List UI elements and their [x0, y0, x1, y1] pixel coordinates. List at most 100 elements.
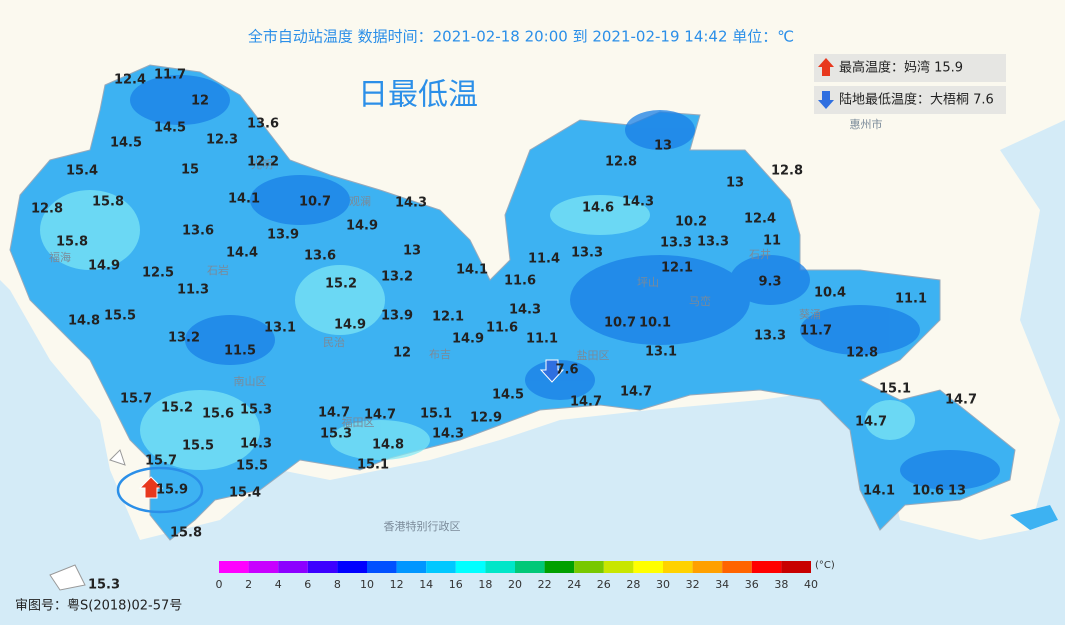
station-value: 15.8	[56, 235, 88, 250]
colorbar-swatch	[278, 561, 308, 573]
colorbar-label: 8	[334, 578, 341, 591]
colorbar-label: 34	[715, 578, 729, 591]
place-label: 南山区	[234, 375, 267, 388]
shenzhen-region	[9, 64, 1016, 541]
station-value: 11.7	[800, 324, 832, 339]
legend-min-text: 陆地最低温度：大梧桐 7.6	[839, 92, 994, 108]
station-value: 12	[191, 94, 209, 109]
station-value: 13.6	[247, 117, 279, 132]
station-value: 14.5	[110, 136, 142, 151]
colorbar-label: 4	[275, 578, 282, 591]
station-value: 15.8	[170, 526, 202, 541]
colorbar-swatch	[367, 561, 397, 573]
station-value: 11.6	[486, 321, 518, 336]
colorbar-swatch	[515, 561, 545, 573]
colorbar-swatch	[663, 561, 693, 573]
station-value: 13.9	[381, 309, 413, 324]
station-value: 11.3	[177, 283, 209, 298]
station-value: 11.6	[504, 274, 536, 289]
station-value: 12.8	[771, 164, 803, 179]
sea	[0, 120, 1065, 625]
colorbar-swatch	[426, 561, 456, 573]
station-value: 15.2	[325, 277, 357, 292]
colorbar-label: 10	[360, 578, 374, 591]
colorbar-swatch	[603, 561, 634, 573]
station-value: 15.3	[240, 403, 272, 418]
station-value: 15.8	[92, 195, 124, 210]
station-value: 11.1	[526, 332, 558, 347]
legend-min-icon	[818, 91, 834, 109]
colorbar-swatch	[544, 561, 575, 573]
station-value: 11.1	[895, 292, 927, 307]
station-value: 13	[403, 244, 421, 259]
station-value: 14.3	[240, 437, 272, 452]
station-value: 12.2	[247, 155, 279, 170]
station-value: 13.2	[168, 331, 200, 346]
warm-patches	[40, 190, 915, 470]
colorbar-swatch	[574, 561, 604, 573]
station-value: 14.9	[88, 259, 120, 274]
place-label: 盐田区	[577, 349, 610, 362]
colorbar-swatch	[692, 561, 723, 573]
station-value: 11.4	[528, 252, 560, 267]
station-value: 14.7	[855, 415, 887, 430]
colorbar-label: 18	[478, 578, 492, 591]
station-value: 11.5	[224, 344, 256, 359]
place-label: 葵涌	[799, 308, 821, 321]
station-value: 14.7	[620, 385, 652, 400]
colorbar-swatch	[396, 561, 427, 573]
colorbar-label: 20	[508, 578, 522, 591]
station-value: 14.7	[945, 393, 977, 408]
place-label: 香港特别行政区	[384, 519, 461, 533]
station-value: 14.4	[226, 246, 258, 261]
station-value: 15.5	[104, 309, 136, 324]
station-value: 14.3	[432, 427, 464, 442]
colorbar-swatch	[722, 561, 752, 573]
station-value: 10.1	[639, 316, 671, 331]
station-value: 12.8	[605, 155, 637, 170]
colorbar-label: 38	[774, 578, 788, 591]
station-value: 13	[948, 484, 966, 499]
station-value: 12.1	[661, 261, 693, 276]
station-value: 12.3	[206, 133, 238, 148]
station-value: 13.2	[381, 270, 413, 285]
station-value: 15.5	[182, 439, 214, 454]
station-value: 13.3	[660, 236, 692, 251]
station-value: 15.3	[88, 578, 120, 593]
station-value: 10.7	[604, 316, 636, 331]
station-value: 15.1	[879, 382, 911, 397]
colorbar-label: 32	[686, 578, 700, 591]
colorbar-swatch	[751, 561, 782, 573]
station-value: 14.9	[334, 318, 366, 333]
place-label: 观澜	[349, 194, 371, 208]
station-value: 14.5	[154, 121, 186, 136]
station-value: 14.8	[372, 438, 404, 453]
station-value: 15	[181, 163, 199, 178]
station-value: 13	[654, 139, 672, 154]
colorbar-swatch	[337, 561, 367, 573]
header: 全市自动站温度 数据时间：2021-02-18 20:00 到 2021-02-…	[248, 28, 794, 46]
station-value: 13.6	[182, 224, 214, 239]
station-value: 11.7	[154, 68, 186, 83]
station-value: 11	[763, 234, 781, 249]
colorbar-swatch	[455, 561, 486, 573]
island	[1010, 505, 1058, 530]
place-label: 惠州市	[850, 117, 883, 131]
legend-min	[814, 86, 1006, 114]
colorbar-swatch	[485, 561, 515, 573]
station-value: 13.1	[645, 345, 677, 360]
colorbar-swatch	[781, 561, 811, 573]
colorbar-unit: (°C)	[815, 560, 835, 571]
station-value: 14.7	[570, 395, 602, 410]
station-value: 15.9	[156, 483, 188, 498]
colorbar-label: 12	[390, 578, 404, 591]
station-value: 14.7	[318, 406, 350, 421]
station-value: 10.4	[814, 286, 846, 301]
island	[109, 449, 126, 466]
legend-max-icon	[818, 58, 834, 76]
station-value: 15.5	[236, 459, 268, 474]
place-label: 石井	[749, 247, 771, 261]
station-value: 14.9	[346, 219, 378, 234]
station-value: 14.3	[395, 196, 427, 211]
